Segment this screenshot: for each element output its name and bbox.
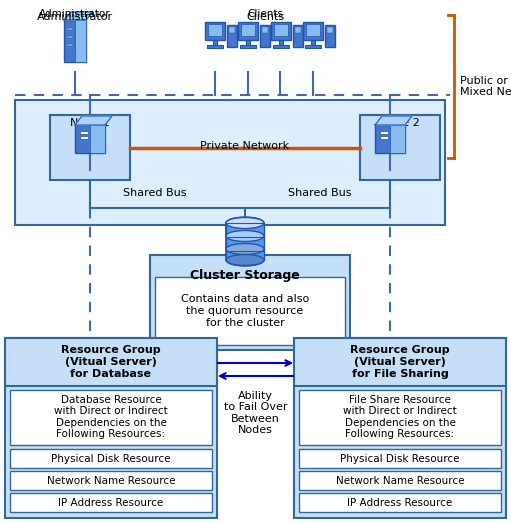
Bar [325,25,335,47]
Text: Private Network: Private Network [200,141,290,151]
Text: Physical Disk Resource: Physical Disk Resource [51,453,171,463]
Bar [75,20,86,62]
Bar [90,125,105,153]
Text: Database Resource
with Direct or Indirect
Dependencies on the
Following Resource: Database Resource with Direct or Indirec… [54,394,168,439]
Bar [229,27,235,33]
Bar [375,125,405,153]
Text: Public or
Mixed Network: Public or Mixed Network [460,76,511,97]
Bar [240,45,256,48]
Bar [50,115,130,180]
Text: Node 1: Node 1 [70,118,110,128]
Ellipse shape [226,244,264,255]
Bar [5,338,217,518]
Text: IP Address Resource: IP Address Resource [58,497,164,507]
Polygon shape [375,116,412,125]
Bar [305,45,321,48]
Text: Resource Group
(Vitual Server)
for File Sharing: Resource Group (Vitual Server) for File … [350,345,450,379]
Bar [207,45,223,48]
Bar [226,223,264,260]
Bar [299,390,501,445]
Ellipse shape [226,241,264,253]
Ellipse shape [226,229,264,241]
Text: Administrator: Administrator [39,9,111,19]
Bar [150,255,350,350]
Bar [262,27,268,33]
Bar [303,22,323,40]
Bar [299,449,501,468]
Text: Resource Group
(Vitual Server)
for Database: Resource Group (Vitual Server) for Datab… [61,345,161,379]
Bar [227,25,237,47]
Text: IP Address Resource: IP Address Resource [347,497,453,507]
Text: Cluster Storage: Cluster Storage [190,269,300,282]
Bar [390,125,405,153]
Text: Clients: Clients [247,9,283,19]
Bar [246,40,250,45]
Ellipse shape [226,254,264,266]
Bar [226,223,264,260]
Bar [299,471,501,490]
Text: Network Name Resource: Network Name Resource [47,475,175,485]
Bar [260,25,270,47]
Polygon shape [64,12,93,20]
Bar [279,40,283,45]
Text: Network Name Resource: Network Name Resource [336,475,464,485]
Bar [213,40,217,45]
Text: Ability
to Fail Over
Between
Nodes: Ability to Fail Over Between Nodes [224,391,287,436]
Bar [293,25,303,47]
Bar [327,27,333,33]
Bar [67,28,73,30]
Bar [306,24,320,36]
Bar [5,338,217,386]
Bar [67,44,73,46]
Bar [226,223,264,260]
Text: Shared Bus: Shared Bus [288,188,352,198]
Text: Node 2: Node 2 [380,118,420,128]
Bar [10,493,212,512]
Bar [80,131,88,134]
Bar [238,22,258,40]
Bar [10,390,212,445]
Ellipse shape [226,231,264,242]
Bar [360,115,440,180]
Bar [294,338,506,518]
Bar [241,24,255,36]
Text: Clients: Clients [246,12,284,22]
Bar [155,277,345,345]
Bar [10,471,212,490]
Ellipse shape [226,217,264,229]
Bar [273,45,289,48]
Bar [299,493,501,512]
Bar [295,27,301,33]
Bar [15,100,445,225]
Bar [10,449,212,468]
Text: Administrator: Administrator [37,12,113,22]
Bar [294,338,506,386]
Bar [271,22,291,40]
Bar [75,125,105,153]
Text: File Share Resource
with Direct or Indirect
Dependencies on the
Following Resour: File Share Resource with Direct or Indir… [343,394,457,439]
Bar [80,136,88,139]
Bar [311,40,315,45]
Polygon shape [75,116,112,125]
Bar [64,20,86,62]
Bar [380,136,388,139]
Text: Shared Bus: Shared Bus [123,188,187,198]
Ellipse shape [226,218,264,229]
Bar [205,22,225,40]
Text: Contains data and also
the quorum resource
for the cluster: Contains data and also the quorum resour… [181,294,309,327]
Bar [380,131,388,134]
Bar [208,24,222,36]
Text: Physical Disk Resource: Physical Disk Resource [340,453,460,463]
Bar [274,24,288,36]
Bar [67,36,73,38]
Ellipse shape [226,255,264,266]
